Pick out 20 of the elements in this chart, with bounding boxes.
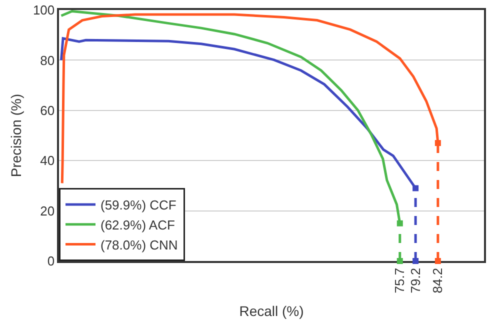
point [434,258,441,264]
legend-label: (62.9%) ACF [100,217,175,232]
legend-label: (59.9%) CCF [100,198,176,213]
y-tick-label: 40 [40,153,55,168]
x-tick-label: 84.2 [430,268,446,294]
x-tick-label: 75.7 [392,268,408,294]
x-tick-label: 79.2 [408,268,423,294]
x-axis-title: Recall (%) [239,303,304,320]
y-tick-label: 0 [47,254,55,269]
legend-label: (78.0%) CNN [100,237,178,252]
point [412,185,419,192]
y-tick-label: 60 [40,102,55,118]
y-tick-label: 20 [40,203,55,218]
point [396,220,403,226]
point [434,140,441,146]
y-tick-label: 80 [40,52,55,68]
point [412,258,419,264]
point [396,258,403,264]
y-tick-label: 100 [32,2,55,18]
y-axis-title: Precision (%) [8,94,24,178]
